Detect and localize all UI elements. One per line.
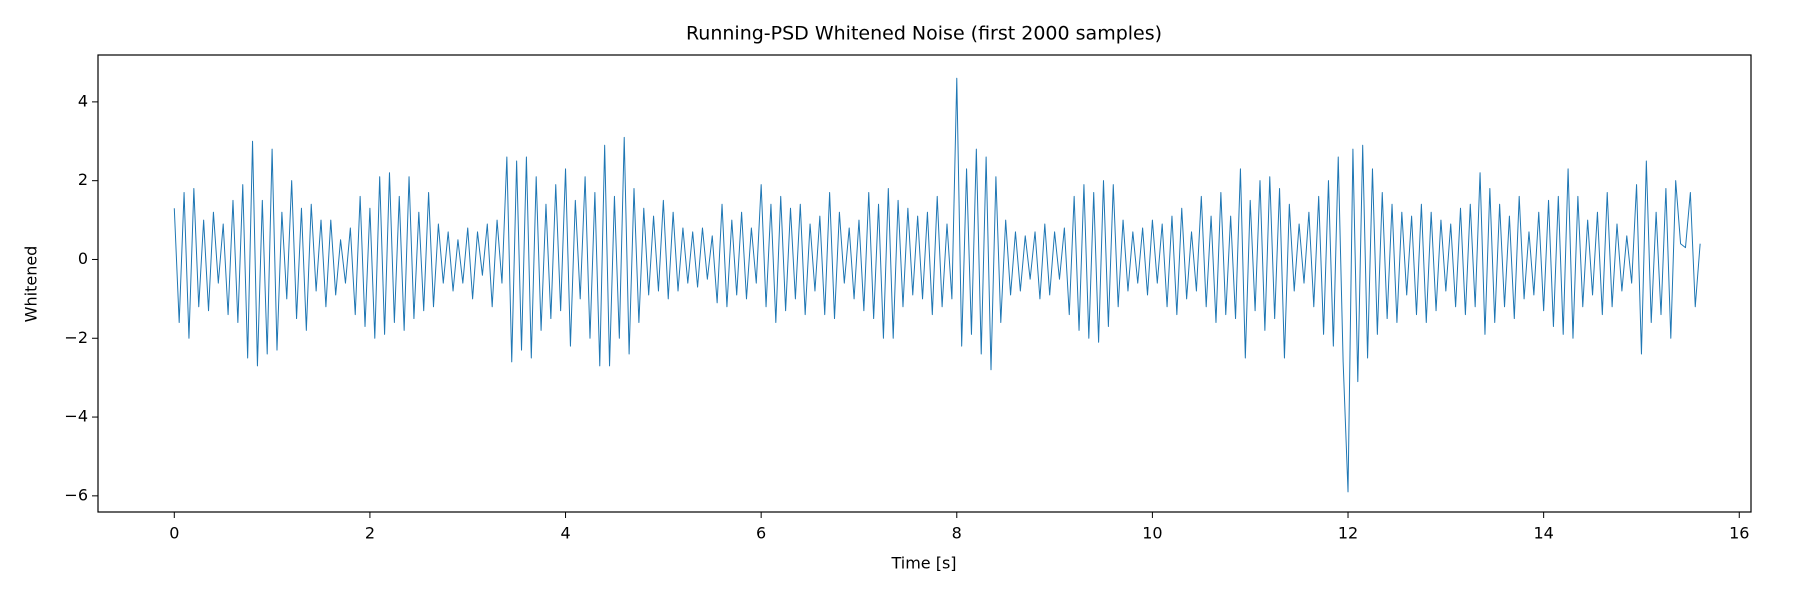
x-tick-label: 2 xyxy=(365,524,375,543)
x-tick-label: 4 xyxy=(560,524,570,543)
plot-frame xyxy=(97,54,1752,513)
x-tick-label: 0 xyxy=(169,524,179,543)
chart-title: Running-PSD Whitened Noise (first 2000 s… xyxy=(686,23,1162,45)
x-tick-label: 8 xyxy=(952,524,962,543)
y-tick-label: −4 xyxy=(64,407,88,426)
y-tick-label: 2 xyxy=(78,170,88,189)
y-tick-label: −6 xyxy=(64,485,88,504)
x-tick-label: 16 xyxy=(1729,524,1749,543)
signal-line xyxy=(173,77,1701,493)
x-tick-label: 14 xyxy=(1533,524,1553,543)
y-tick-label: −2 xyxy=(64,328,88,347)
y-axis-label: Whitened xyxy=(22,246,41,323)
x-tick-label: 10 xyxy=(1142,524,1162,543)
y-tick-label: 4 xyxy=(78,91,88,110)
x-tick-label: 6 xyxy=(756,524,766,543)
x-axis-label: Time [s] xyxy=(890,554,956,573)
y-tick-label: 0 xyxy=(78,249,88,268)
x-tick-label: 12 xyxy=(1338,524,1358,543)
